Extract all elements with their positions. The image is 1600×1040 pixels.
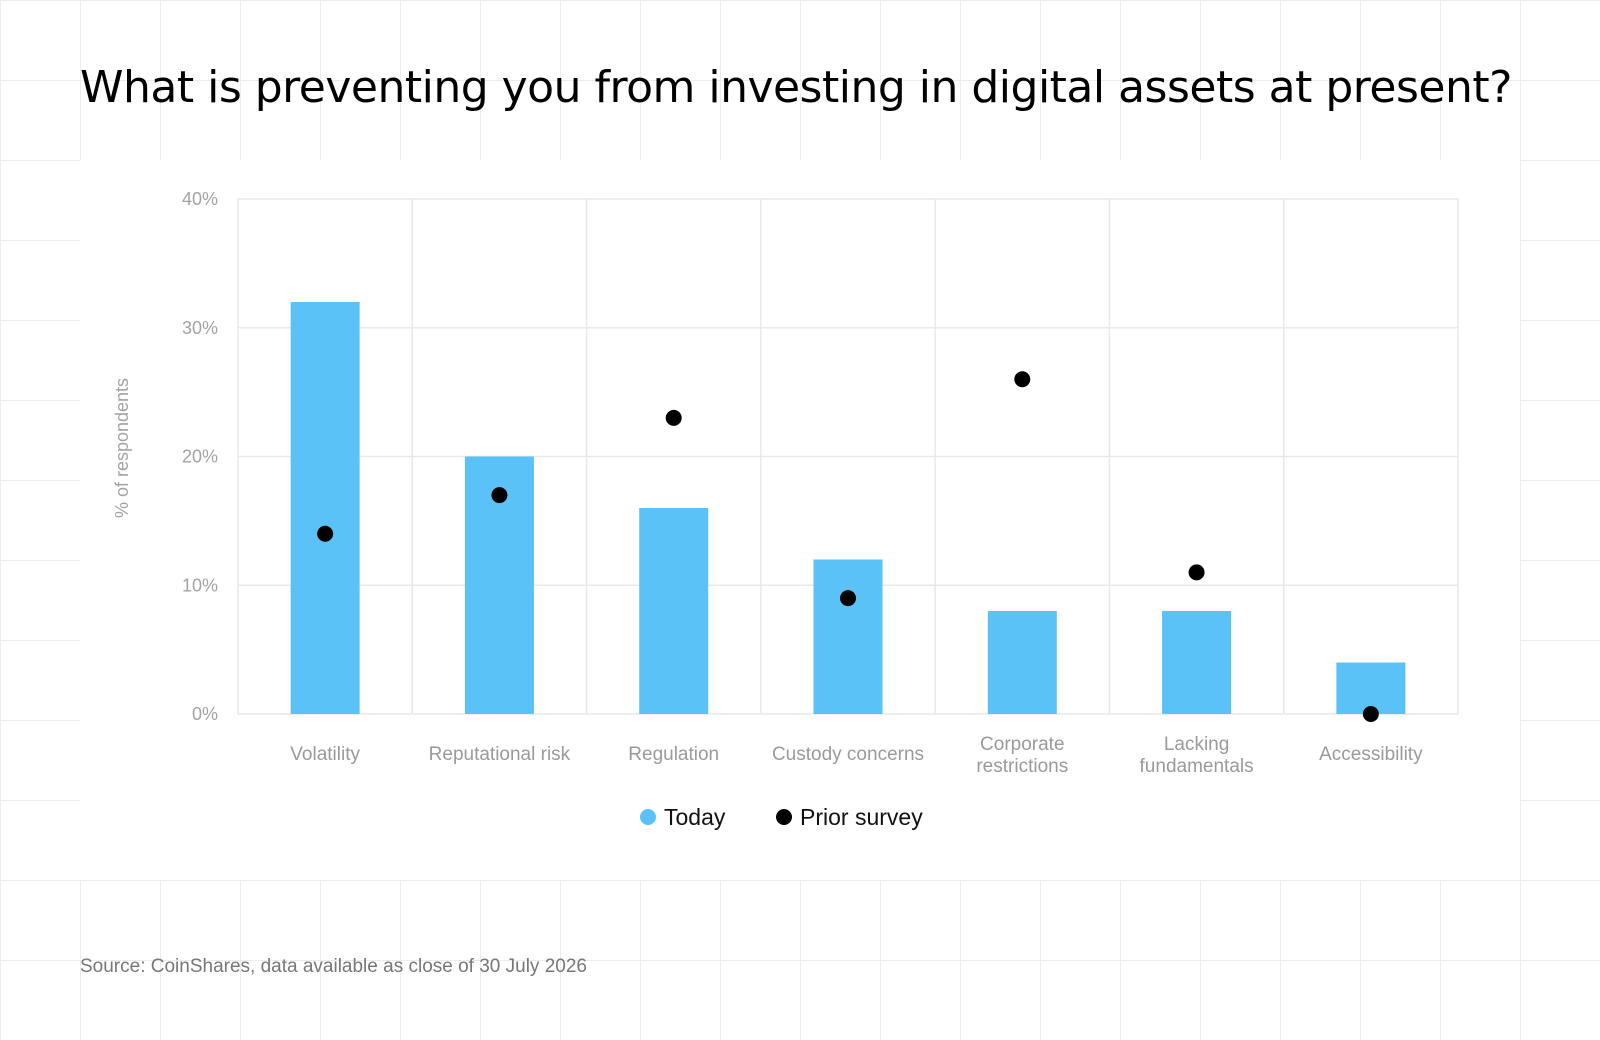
prior-survey-dot bbox=[1014, 371, 1031, 388]
prior-survey-dot bbox=[491, 487, 508, 504]
x-category-label-line: restrictions bbox=[976, 756, 1068, 777]
today-bar bbox=[813, 559, 883, 714]
legend-prior-swatch bbox=[776, 809, 792, 825]
y-axis-title: % of respondents bbox=[112, 378, 132, 518]
legend: Today Prior survey bbox=[640, 804, 923, 830]
x-category-label: Accessibility bbox=[1319, 744, 1423, 765]
category-labels: Volatility Reputational risk Regulation Cus… bbox=[290, 734, 1423, 777]
prior-survey-dot bbox=[665, 409, 682, 426]
y-tick-label: 10% bbox=[182, 575, 218, 595]
chart-title: What is preventing you from investing in… bbox=[80, 62, 1512, 113]
y-tick-label: 30% bbox=[182, 318, 218, 338]
x-category-label-line: Lacking bbox=[1164, 734, 1230, 755]
x-category-label: Regulation bbox=[628, 744, 719, 765]
prior-survey-dot bbox=[840, 590, 856, 607]
prior-survey-dot bbox=[1188, 564, 1205, 581]
x-category-label: Volatility bbox=[290, 744, 360, 765]
legend-prior-label: Prior survey bbox=[800, 804, 923, 830]
legend-today-swatch bbox=[640, 809, 656, 825]
y-tick-label: 0% bbox=[192, 704, 218, 724]
today-bar bbox=[639, 508, 709, 714]
source-note: Source: CoinShares, data available as cl… bbox=[80, 956, 587, 977]
today-bar bbox=[1162, 611, 1232, 714]
x-category-label: Reputational risk bbox=[429, 744, 571, 765]
y-axis-ticks: 0% 10% 20% 30% 40% bbox=[182, 189, 218, 724]
y-tick-label: 40% bbox=[182, 189, 218, 209]
prior-survey-dots bbox=[317, 371, 1379, 722]
today-bars bbox=[290, 302, 1406, 714]
x-category-label-line: Corporate bbox=[980, 734, 1065, 755]
legend-today-label: Today bbox=[664, 804, 726, 830]
x-category-label-line: fundamentals bbox=[1140, 756, 1254, 777]
today-bar bbox=[1336, 662, 1406, 714]
today-bar bbox=[987, 611, 1057, 714]
x-category-label: Lacking fundamentals bbox=[1140, 734, 1254, 777]
prior-survey-dot bbox=[317, 525, 334, 542]
prior-survey-dot bbox=[1362, 706, 1379, 722]
x-category-label: Corporate restrictions bbox=[976, 734, 1068, 777]
x-category-label: Custody concerns bbox=[772, 744, 924, 765]
y-tick-label: 20% bbox=[182, 447, 218, 467]
chart-panel: 0% 10% 20% 30% 40% % of respondents Volatili… bbox=[80, 160, 1520, 880]
grid-lines bbox=[237, 198, 1459, 715]
bar-chart: 0% 10% 20% 30% 40% % of respondents Volatili… bbox=[112, 189, 1459, 830]
today-bar bbox=[290, 302, 360, 714]
